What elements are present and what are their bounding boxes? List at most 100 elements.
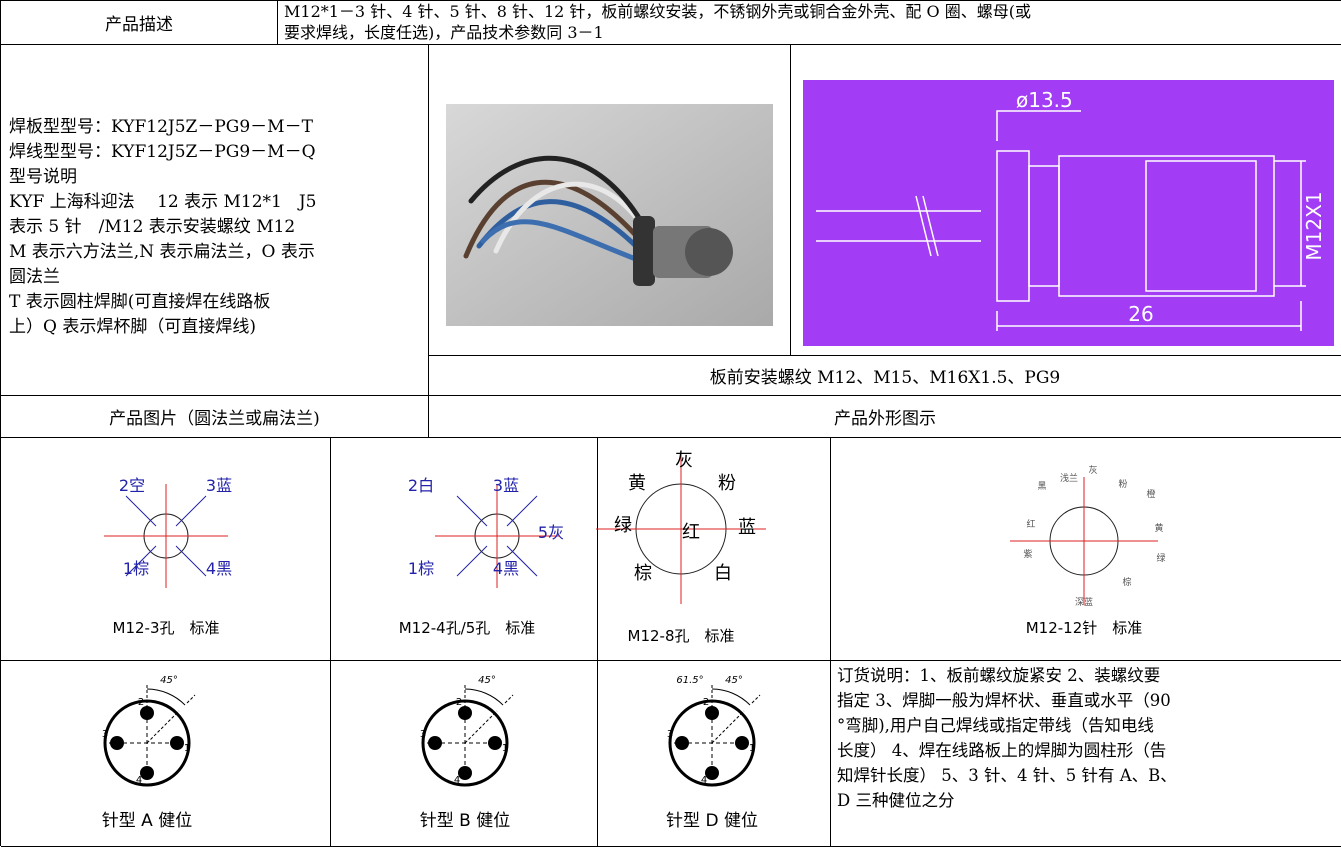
text-line: 焊线型型号：KYF12J5Z－PG9－M－Q — [9, 142, 316, 162]
angle-label: 45° — [160, 675, 178, 686]
pin-label: 1棕 — [123, 559, 149, 578]
key-notch — [464, 685, 514, 744]
leg — [175, 495, 207, 527]
pin-label: 2白 — [408, 476, 434, 495]
pin — [140, 766, 154, 780]
pin-label: 黑 — [1037, 481, 1046, 492]
pin-label: 蓝 — [738, 517, 756, 538]
leg — [456, 545, 488, 577]
leg — [125, 545, 157, 577]
pin — [140, 706, 154, 720]
cell — [1, 438, 331, 661]
pin — [170, 736, 184, 750]
angle-label: 61.5° — [676, 675, 703, 686]
pin-number: 2 — [456, 697, 462, 708]
caption-cell: 板前安装螺纹 M12、M15、M16X1.5、PG9 — [429, 356, 1341, 396]
drawing-lines — [816, 110, 1306, 331]
key-caption: 针型 D 健位 — [666, 811, 758, 831]
pin — [705, 766, 719, 780]
text-line: 焊板型型号：KYF12J5Z－PG9－M－T — [9, 117, 313, 137]
leg — [506, 545, 538, 577]
pin-label: 浅兰 — [1060, 472, 1078, 484]
text-line: 表示 5 针 /M12 表示安装螺纹 M12 — [9, 217, 296, 237]
pin-label: 白 — [714, 563, 732, 584]
pin-label: 红 — [682, 522, 700, 543]
key-arc — [711, 688, 751, 706]
pin — [735, 736, 749, 750]
pin-label: 2空 — [119, 476, 145, 495]
section-cell: 产品外形图示 — [429, 396, 1341, 438]
pin-label: 灰 — [675, 450, 693, 471]
pin-label: 绿 — [614, 515, 632, 536]
pin-label: 5灰 — [538, 523, 564, 542]
pin-number: 3 — [102, 729, 108, 740]
pin-label: 粉 — [1118, 478, 1127, 490]
models-cell: 焊板型型号：KYF12J5Z－PG9－M－T 焊线型型号：KYF12J5Z－PG9… — [1, 45, 429, 396]
pin — [428, 736, 442, 750]
pin-label: 紫 — [1023, 549, 1032, 560]
pinout-caption: M12-8孔 标准 — [628, 627, 735, 645]
pin — [675, 736, 689, 750]
pin — [458, 766, 472, 780]
text-line: 指定 3、焊脚一般为焊杯状、垂直或水平（90 — [837, 691, 1171, 710]
drawing — [803, 80, 1334, 346]
cables — [463, 155, 649, 264]
key-notch — [711, 685, 761, 744]
section-cell: 产品图片（圆法兰或扁法兰) — [1, 396, 429, 438]
key-caption: 针型 A 健位 — [102, 811, 192, 831]
photo-cell — [429, 45, 791, 356]
cell — [331, 438, 598, 661]
desc-cell: M12*1－3 针、4 针、5 针、8 针、12 针，板前螺纹安装，不锈钢外壳或… — [278, 1, 1341, 45]
pinout-caption: M12-3孔 标准 — [113, 619, 220, 637]
photo — [446, 104, 773, 326]
key-arc — [146, 688, 186, 706]
text-line: 上）Q 表示焊杯脚（可直接焊线) — [9, 317, 256, 337]
section-header: 产品图片（圆法兰或扁法兰) — [109, 409, 320, 429]
cell — [598, 438, 831, 661]
connector-face — [685, 228, 733, 276]
text-line: 长度） 4、焊在线路板上的焊脚为圆柱形（告 — [837, 741, 1167, 760]
leg — [125, 495, 157, 527]
pin-number: 4 — [136, 775, 142, 786]
pin-number: 3 — [420, 729, 426, 740]
pin — [705, 706, 719, 720]
pin-label: 棕 — [1122, 576, 1131, 588]
pin — [488, 736, 502, 750]
pin-label: 深蓝 — [1075, 596, 1093, 608]
cell — [831, 438, 1341, 661]
pin — [458, 706, 472, 720]
pin-number: 4 — [701, 775, 707, 786]
text-line: 型号说明 — [9, 167, 77, 187]
pin-label: 绿 — [1156, 552, 1165, 564]
section-header: 产品外形图示 — [834, 409, 936, 429]
angle-label: 45° — [725, 675, 743, 686]
key-arc — [464, 688, 504, 706]
nut — [633, 216, 655, 286]
dim-diameter: ø13.5 — [1016, 88, 1073, 112]
text-line: T 表示圆柱焊脚(可直接焊在线路板 — [9, 292, 271, 312]
text-line: M 表示六方法兰,N 表示扁法兰，O 表示 — [9, 242, 315, 262]
label-cell: 产品描述 — [1, 1, 278, 45]
angle-label: 45° — [478, 675, 496, 686]
pin-label: 棕 — [634, 563, 652, 584]
text-line: °弯脚),用户自己焊线或指定带线（告知电线 — [837, 716, 1154, 735]
desc-line: 要求焊线，长度任选)，产品技术参数同 3－1 — [284, 23, 604, 42]
thread-caption: 板前安装螺纹 M12、M15、M16X1.5、PG9 — [709, 368, 1061, 388]
pin-label: 红 — [1026, 518, 1035, 530]
dim-length: 26 — [1128, 302, 1153, 326]
text-line: KYF 上海科迎法 12 表示 M12*1 J5 — [9, 192, 317, 212]
pin-label: 灰 — [1088, 464, 1097, 476]
pin-label: 3蓝 — [493, 476, 519, 495]
leg — [456, 495, 488, 527]
leg — [175, 545, 207, 577]
text-line: D 三种健位之分 — [837, 791, 955, 810]
pin-label: 4黑 — [206, 559, 232, 578]
pin-number: 3 — [667, 729, 673, 740]
pin-number: 2 — [138, 697, 144, 708]
pin-label: 黄 — [1154, 522, 1163, 534]
pin-label: 黄 — [628, 473, 646, 494]
pin-label: 1棕 — [408, 559, 434, 578]
pin-number: 1 — [749, 743, 755, 754]
